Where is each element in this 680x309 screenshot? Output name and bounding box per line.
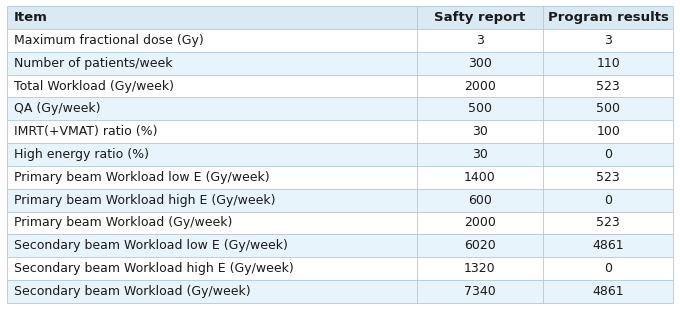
Text: 100: 100: [596, 125, 620, 138]
Bar: [543, 234, 673, 257]
Text: 7340: 7340: [464, 285, 496, 298]
Text: 0: 0: [605, 262, 612, 275]
Bar: [417, 143, 543, 166]
Text: Primary beam Workload high E (Gy/week): Primary beam Workload high E (Gy/week): [14, 194, 275, 207]
Bar: [7, 120, 417, 143]
Text: Number of patients/week: Number of patients/week: [14, 57, 172, 70]
Bar: [543, 189, 673, 212]
Bar: [543, 29, 673, 52]
Text: 110: 110: [596, 57, 620, 70]
Text: 2000: 2000: [464, 79, 496, 92]
Bar: [543, 75, 673, 97]
Text: Safty report: Safty report: [435, 11, 526, 24]
Bar: [7, 97, 417, 120]
Text: 0: 0: [605, 148, 612, 161]
Text: Item: Item: [14, 11, 48, 24]
Text: 30: 30: [472, 148, 488, 161]
Text: 523: 523: [596, 171, 620, 184]
Text: IMRT(+VMAT) ratio (%): IMRT(+VMAT) ratio (%): [14, 125, 157, 138]
Bar: [7, 257, 417, 280]
Bar: [7, 234, 417, 257]
Bar: [7, 280, 417, 303]
Text: Primary beam Workload low E (Gy/week): Primary beam Workload low E (Gy/week): [14, 171, 269, 184]
Bar: [543, 97, 673, 120]
Text: 523: 523: [596, 217, 620, 230]
Bar: [417, 257, 543, 280]
Bar: [7, 6, 417, 29]
Bar: [417, 120, 543, 143]
Bar: [7, 29, 417, 52]
Text: Secondary beam Workload high E (Gy/week): Secondary beam Workload high E (Gy/week): [14, 262, 293, 275]
Text: 4861: 4861: [592, 239, 624, 252]
Text: Maximum fractional dose (Gy): Maximum fractional dose (Gy): [14, 34, 203, 47]
Bar: [543, 120, 673, 143]
Bar: [417, 280, 543, 303]
Text: 500: 500: [468, 102, 492, 115]
Bar: [417, 212, 543, 234]
Text: 3: 3: [476, 34, 484, 47]
Text: High energy ratio (%): High energy ratio (%): [14, 148, 149, 161]
Text: 6020: 6020: [464, 239, 496, 252]
Bar: [543, 6, 673, 29]
Bar: [417, 29, 543, 52]
Bar: [7, 143, 417, 166]
Bar: [543, 212, 673, 234]
Bar: [7, 212, 417, 234]
Bar: [543, 143, 673, 166]
Bar: [417, 52, 543, 75]
Text: 300: 300: [468, 57, 492, 70]
Bar: [417, 97, 543, 120]
Bar: [543, 280, 673, 303]
Bar: [417, 166, 543, 189]
Bar: [543, 257, 673, 280]
Text: 1320: 1320: [464, 262, 496, 275]
Bar: [417, 234, 543, 257]
Text: 4861: 4861: [592, 285, 624, 298]
Bar: [543, 52, 673, 75]
Text: Total Workload (Gy/week): Total Workload (Gy/week): [14, 79, 173, 92]
Text: 500: 500: [596, 102, 620, 115]
Text: 523: 523: [596, 79, 620, 92]
Text: Primary beam Workload (Gy/week): Primary beam Workload (Gy/week): [14, 217, 232, 230]
Bar: [7, 75, 417, 97]
Text: 0: 0: [605, 194, 612, 207]
Text: 600: 600: [468, 194, 492, 207]
Bar: [417, 189, 543, 212]
Bar: [7, 52, 417, 75]
Text: Program results: Program results: [548, 11, 668, 24]
Text: Secondary beam Workload (Gy/week): Secondary beam Workload (Gy/week): [14, 285, 250, 298]
Bar: [543, 166, 673, 189]
Text: 2000: 2000: [464, 217, 496, 230]
Bar: [7, 189, 417, 212]
Bar: [417, 75, 543, 97]
Bar: [7, 166, 417, 189]
Bar: [417, 6, 543, 29]
Text: 1400: 1400: [464, 171, 496, 184]
Text: QA (Gy/week): QA (Gy/week): [14, 102, 100, 115]
Text: 30: 30: [472, 125, 488, 138]
Text: 3: 3: [605, 34, 612, 47]
Text: Secondary beam Workload low E (Gy/week): Secondary beam Workload low E (Gy/week): [14, 239, 288, 252]
